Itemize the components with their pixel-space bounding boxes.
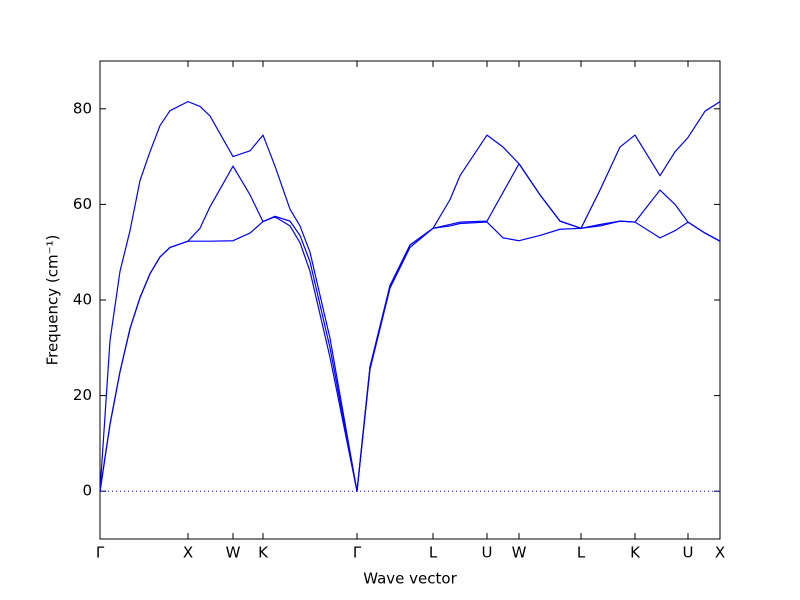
band-line [99, 163, 721, 492]
x-tick-label: L [577, 544, 586, 562]
band-line [99, 101, 721, 492]
x-axis-label: Wave vector [363, 570, 457, 588]
x-tick-label: U [482, 544, 493, 562]
x-tick-label: Γ [96, 544, 105, 562]
y-tick-label: 40 [73, 291, 92, 309]
band-line [99, 216, 721, 492]
y-axis-label: Frequency (cm⁻¹) [44, 235, 62, 366]
y-tick-label: 0 [82, 482, 92, 500]
x-tick-label: Γ [353, 544, 362, 562]
plot-frame [99, 60, 721, 540]
y-tick-label: 20 [73, 386, 92, 404]
x-tick-label: X [183, 544, 193, 562]
x-tick-label: X [715, 544, 725, 562]
x-tick-label: W [226, 544, 241, 562]
x-tick-label: K [258, 544, 269, 562]
y-tick-label: 60 [73, 195, 92, 213]
x-tick-label: L [429, 544, 438, 562]
x-tick-label: W [512, 544, 527, 562]
x-tick-label: U [683, 544, 694, 562]
y-tick-label: 80 [73, 99, 92, 117]
x-tick-label: K [630, 544, 641, 562]
